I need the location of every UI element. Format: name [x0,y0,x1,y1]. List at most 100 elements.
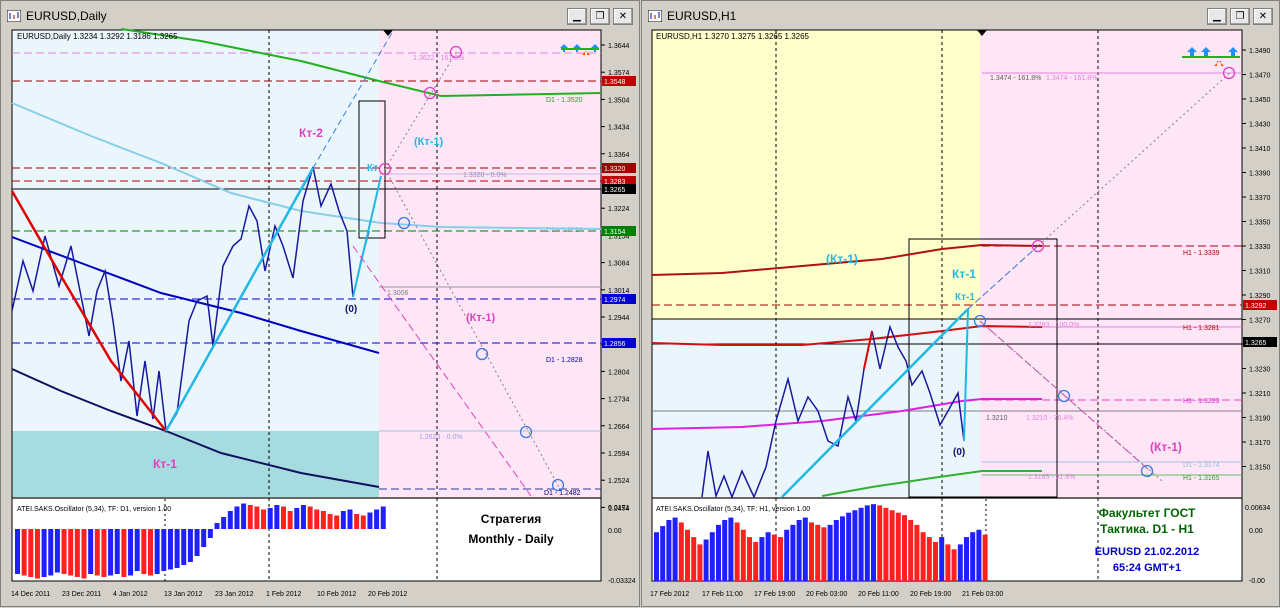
oscillator-bar [765,532,771,581]
oscillator-bar [54,529,60,573]
trend-leg-red [10,190,167,432]
price-label: 1.3292 [1245,303,1267,310]
projection-line [352,245,532,497]
price-tick-label: 1.3430 [1249,122,1271,129]
date-line-2: 65:24 GMT+1 [1112,562,1182,574]
close-button[interactable]: ✕ [1253,8,1273,25]
oscillator-tick: -0.00 [1249,578,1265,585]
level-text: D1 - 1.2828 [546,357,583,364]
oscillator-bar [666,520,672,581]
date-label: 17 Feb 19:00 [754,591,795,598]
price-label-box [602,163,636,173]
price-label: 1.3320 [604,166,626,173]
oscillator-bar [101,529,107,577]
oscillator-bar [320,511,326,529]
oscillator-bar [108,529,114,576]
price-tick-label: 1.3364 [608,152,630,159]
oscillator-bar [314,509,320,529]
date-label: 4 Jan 2012 [113,591,148,598]
restore-button[interactable]: ❐ [590,8,610,25]
oscillator-bar [267,508,273,529]
price-chart-daily[interactable]: Кт-2 (Кт-1) Кт (0) (Кт-1) Кт-1 1.3622 - 161.8%… [1,1,641,608]
wave-label: (0) [345,304,357,315]
level-text: D1 - 1.3174 [1183,462,1220,469]
level-text: D1 - 1.3126 [546,227,583,234]
price-tick-label: 1.3410 [1249,146,1271,153]
oscillator-bar [821,527,827,581]
date-label: 20 Feb 2012 [368,591,407,598]
price-tick-label: 1.2664 [608,424,630,431]
trend-leg-cyan [164,167,315,432]
price-tick-label: 1.2454 [608,505,630,512]
close-button[interactable]: ✕ [613,8,633,25]
wave-label: (Кт-1) [466,312,496,324]
level-text: 1.3283 - 100.0% [1028,322,1079,329]
oscillator-bar [28,529,34,577]
chart-window-daily[interactable]: EURUSD,Daily ▁ ❐ ✕ Кт-2 (Кт-1) Кт (0) (Кт-1)… [0,0,640,607]
projection-line [384,168,562,492]
chart-header: EURUSD,Daily 1.3234 1.3292 1.3186 1.3265 [17,32,178,41]
sell-arrow-icon [582,51,590,55]
price-tick-label: 1.2734 [608,397,630,404]
oscillator-bar [697,544,703,581]
price-chart-h1[interactable]: (Кт-1) Кт-1 Кт-1 (0) (Кт-1) 1.3474 - 161.8% 1.… [642,1,1280,608]
price-tick-label: 1.3450 [1249,97,1271,104]
price-label-box [602,176,636,186]
oscillator-bar [914,524,920,581]
strategy-note: Стратегия Monthly - Daily [456,509,566,549]
oscillator-bar [360,515,366,529]
oscillator-bar [48,529,54,576]
projection-line [312,30,394,169]
minimize-button[interactable]: ▁ [1207,8,1227,25]
price-label: 1.2974 [604,297,626,304]
level-text: 1.3474 - 161.8% [1046,75,1097,82]
level-text: D1 - 1.3520 [546,97,583,104]
oscillator-bar [94,529,100,576]
window-titlebar[interactable]: EURUSD,Daily [1,1,639,31]
price-tick-label: 1.3154 [608,233,630,240]
oscillator-bar [134,529,140,571]
price-label: 1.3265 [1245,340,1267,347]
sell-arrow-icon [1214,61,1224,66]
date-label: 23 Dec 2011 [62,591,101,598]
oscillator-bar [187,529,193,562]
marker-circle [475,347,489,361]
window-title: EURUSD,Daily [26,9,107,23]
oscillator-bar [871,504,876,581]
oscillator-bar [68,529,74,576]
level-text: H1 - 1.3281 [1183,325,1220,332]
restore-button[interactable]: ❐ [1230,8,1250,25]
wave-label: Кт-1 [153,457,177,471]
price-tick-label: 1.3270 [1249,318,1271,325]
oscillator-bar [759,537,765,581]
oscillator-bar [833,520,839,581]
window-titlebar[interactable]: EURUSD,H1 [642,1,1279,31]
price-tick-label: 1.3390 [1249,171,1271,178]
price-label-box [1243,337,1277,347]
oscillator-bar [747,537,752,581]
price-zigzag [11,166,370,434]
oscillator-bar [161,529,167,571]
price-label: 1.2856 [604,341,626,348]
oscillator-bar [88,529,94,574]
strategy-line-2: Monthly - Daily [468,532,554,546]
chart-window-h1[interactable]: EURUSD,H1 ▁ ❐ ✕ (Кт-1) Кт-1 Кт-1 (0) (Кт-1) 1… [641,0,1280,607]
level-text: D1 - 1.2482 [544,490,581,497]
oscillator-bar [154,529,160,574]
support-zone [12,431,379,497]
oscillator-bar [247,505,253,529]
date-label: 13 Jan 2012 [164,591,203,598]
price-tick-label: 1.3504 [608,97,630,104]
oscillator-bar [327,514,333,529]
oscillator-bar [81,529,87,579]
oscillator-bar [227,511,233,529]
oscillator-bar [281,506,286,529]
price-label-box [602,338,636,348]
price-label-box [602,76,636,86]
oscillator-tick: 0.00 [1249,528,1263,535]
oscillator-bar [672,517,678,581]
price-tick-label: 1.3574 [608,70,630,77]
minimize-button[interactable]: ▁ [567,8,587,25]
chart-shift-marker [383,30,393,36]
oscillator-bar [181,529,187,565]
